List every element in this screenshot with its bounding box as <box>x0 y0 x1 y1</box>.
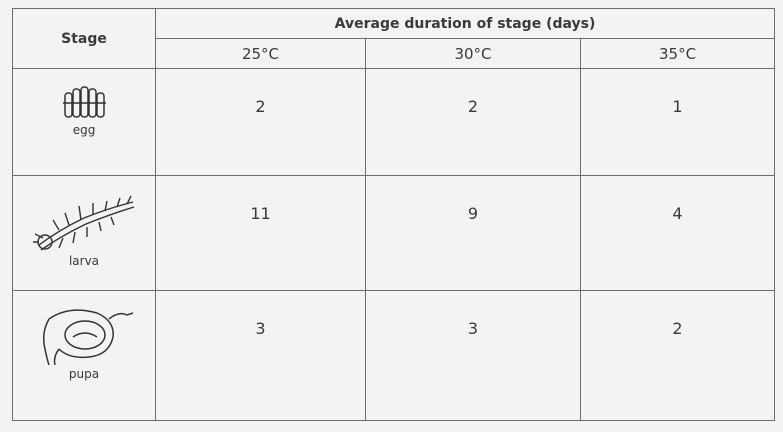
duration-value: 9 <box>365 175 581 291</box>
stage-cell: egg <box>12 68 156 176</box>
duration-value: 11 <box>155 175 366 291</box>
temperature-header: 35°C <box>579 38 776 69</box>
egg-icon <box>63 86 106 118</box>
duration-table: Stage Average duration of stage (days) 2… <box>12 8 776 421</box>
duration-value: 2 <box>579 290 776 421</box>
group-header: Average duration of stage (days) <box>154 8 776 39</box>
temperature-header: 30°C <box>365 38 581 69</box>
pupa-icon <box>42 309 134 365</box>
larva-icon <box>33 195 135 251</box>
duration-value: 4 <box>579 175 776 291</box>
stage-name: larva <box>68 254 100 268</box>
stage-header: Stage <box>12 8 156 69</box>
stage-cell: larva <box>12 175 156 291</box>
duration-value: 3 <box>155 290 366 421</box>
duration-value: 1 <box>579 68 776 176</box>
stage-name: egg <box>72 123 96 137</box>
stage-cell: pupa <box>12 290 156 421</box>
duration-value: 2 <box>365 68 581 176</box>
duration-value: 2 <box>155 68 366 176</box>
stage-name: pupa <box>68 367 100 381</box>
temperature-header: 25°C <box>155 38 366 69</box>
duration-value: 3 <box>365 290 581 421</box>
